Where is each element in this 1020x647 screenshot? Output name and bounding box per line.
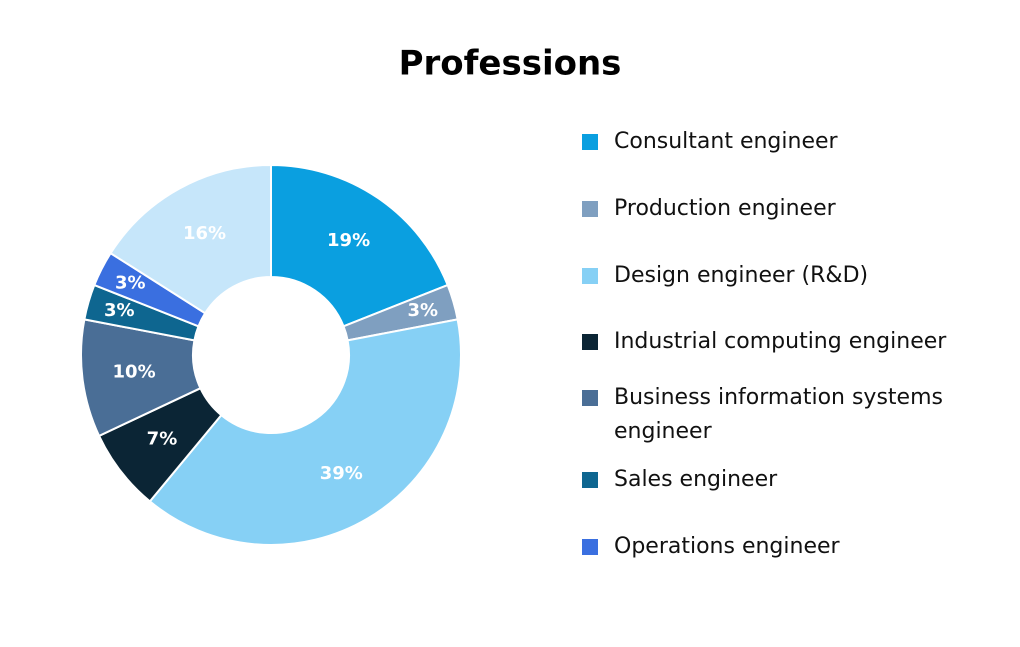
legend-swatch: [582, 334, 598, 350]
legend-item: Industrial computing engineer: [582, 325, 982, 359]
legend-swatch: [582, 201, 598, 217]
slice: [270, 163, 449, 328]
data-label: 3%: [115, 272, 146, 293]
slice: [148, 318, 462, 546]
legend-label: Business information systems engineer: [614, 385, 943, 444]
data-label: 3%: [407, 300, 438, 321]
legend-swatch: [582, 268, 598, 284]
legend-label: Sales engineer: [614, 467, 778, 492]
data-label: 16%: [183, 223, 226, 244]
legend-label: Industrial computing engineer: [614, 329, 947, 354]
slice: [109, 163, 272, 315]
legend-swatch: [582, 472, 598, 488]
data-label: 3%: [104, 300, 135, 321]
legend-label: Consultant engineer: [614, 129, 838, 154]
chart-title: Professions: [399, 44, 622, 84]
data-label: 10%: [113, 361, 156, 382]
legend-item: Sales engineer: [582, 463, 982, 497]
legend-label: Production engineer: [614, 196, 836, 221]
legend-item: Production engineer: [582, 192, 982, 226]
legend-item: Design engineer (R&D): [582, 259, 982, 293]
legend-swatch: [582, 539, 598, 555]
data-label: 7%: [147, 429, 178, 450]
legend-label: Operations engineer: [614, 534, 840, 559]
legend-swatch: [582, 134, 598, 150]
legend-item: Business information systems engineer: [582, 381, 982, 449]
legend-swatch: [582, 390, 598, 406]
data-label: 19%: [327, 230, 370, 251]
data-label: 39%: [320, 463, 363, 484]
legend-item: Operations engineer: [582, 530, 982, 564]
legend-item: Consultant engineer: [582, 125, 982, 159]
legend-label: Design engineer (R&D): [614, 263, 869, 288]
